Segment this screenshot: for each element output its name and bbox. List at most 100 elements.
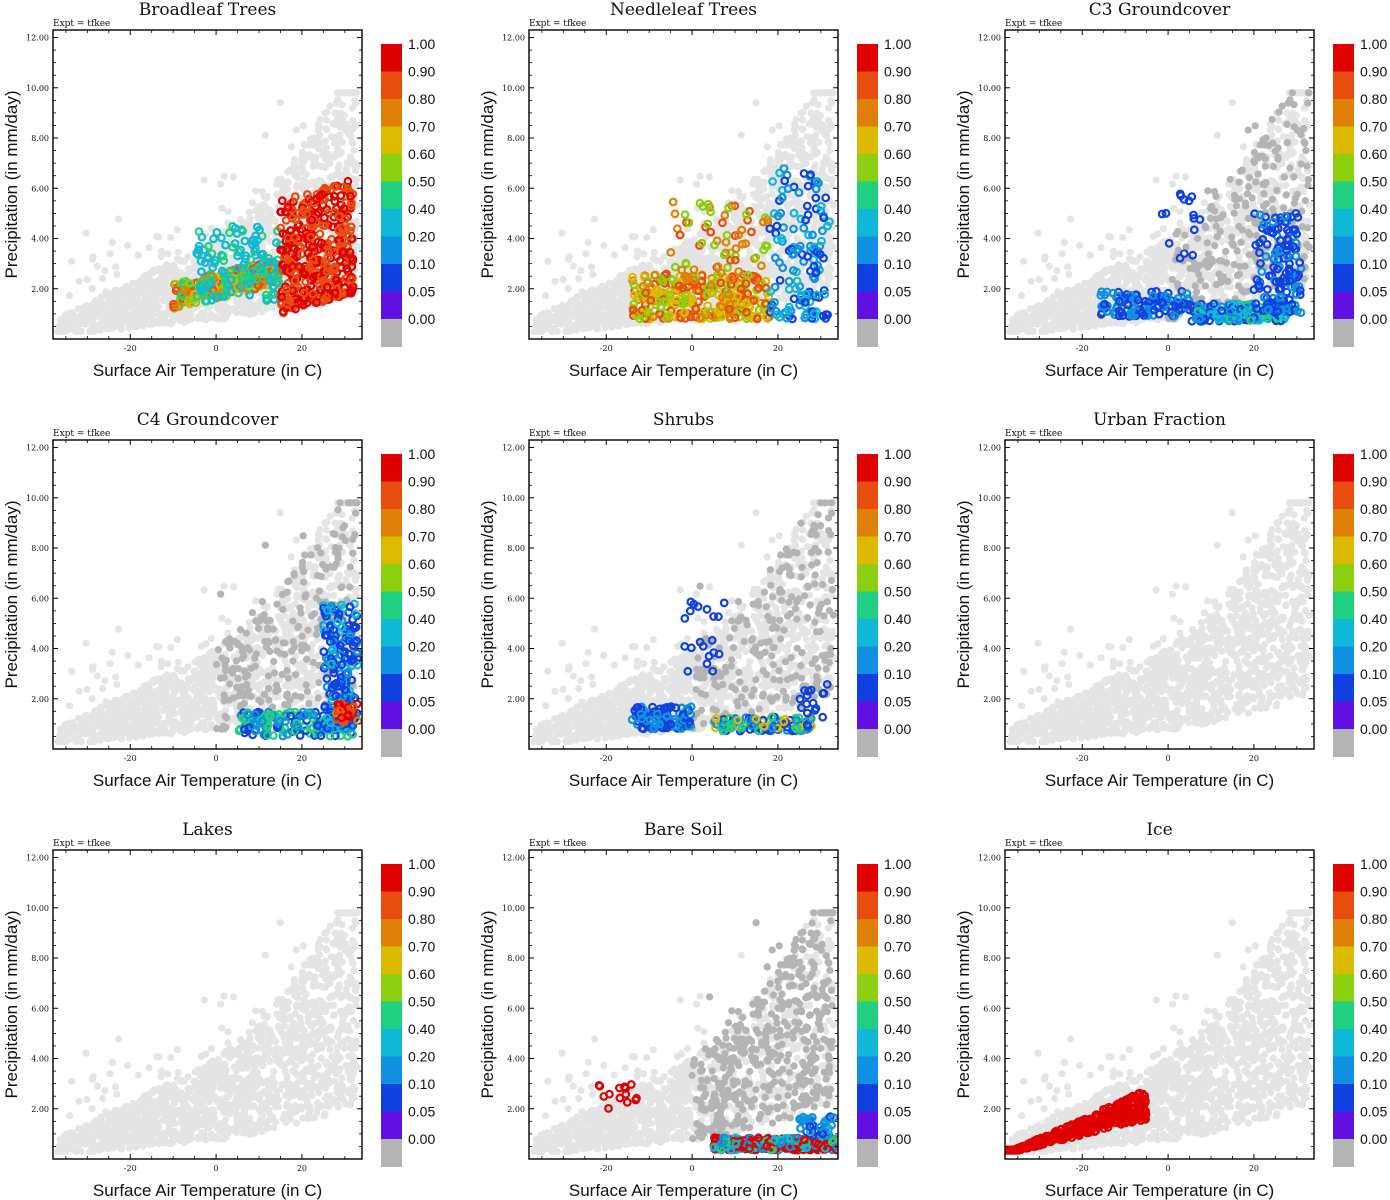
fraction-point [773,235,782,245]
fraction-point [734,267,743,276]
background-point [245,208,253,216]
background-point [826,146,834,154]
fraction-point [731,244,741,254]
colorbar: 1.000.900.800.700.600.500.400.200.100.05… [857,36,911,347]
fraction-point [662,312,672,322]
background-point [70,315,78,323]
fraction-point [346,191,356,201]
background-point [240,304,248,312]
background-point [68,257,76,265]
fraction-point [206,278,216,288]
background-point [137,310,145,318]
colorbar-bin [857,236,878,265]
fraction-point [738,239,747,249]
background-point [321,163,329,171]
background-point [216,307,224,315]
fraction-point [752,314,762,324]
fraction-point [751,253,761,262]
y-tick-label: 2.00 [31,285,49,294]
fraction-point [777,193,787,203]
fraction-point [290,276,300,286]
fraction-point [212,227,222,237]
background-point [335,133,343,141]
background-point [293,164,301,172]
colorbar-label: 0.90 [408,64,435,80]
fraction-point [695,198,705,208]
fraction-point [759,217,768,227]
fraction-point [240,236,250,246]
y-axis-label: Precipitation (in mm/day) [478,90,497,278]
fraction-point [688,294,697,304]
fraction-point [742,307,751,317]
fraction-point [221,240,230,250]
background-point [107,315,115,323]
background-point [292,126,300,134]
fraction-point [799,223,809,233]
background-point [807,109,815,117]
background-point [633,247,642,255]
background-point [810,98,818,106]
fraction-point [286,226,296,235]
fraction-point [789,294,799,304]
background-point [586,309,594,317]
colorbar-label: 0.40 [884,201,911,217]
fraction-point [666,247,676,257]
fraction-point [819,213,829,223]
background-point [819,89,828,97]
fraction-point [344,231,354,241]
fraction-point [297,210,307,219]
background-point [815,119,824,127]
background-point [273,180,281,188]
background-point [1169,180,1177,188]
y-tick-label: 8.00 [31,134,49,143]
fraction-point [819,253,828,263]
background-point [746,247,754,256]
background-point [677,244,685,252]
fraction-point [268,257,278,267]
fraction-point [710,240,719,250]
colorbar-bin [381,71,402,100]
background-point [229,259,237,267]
fraction-point [194,245,204,255]
background-point [218,315,226,323]
fraction-point [308,289,318,299]
fraction-point [290,233,300,243]
background-point [298,153,306,161]
background-point [110,309,118,317]
fraction-point [716,268,726,278]
fraction-point [784,277,794,286]
background-point [605,318,613,326]
fraction-point [678,283,688,293]
background-point [767,261,776,269]
fraction-point [301,223,310,233]
fraction-point [770,282,780,292]
fraction-point [330,196,340,206]
background-point [649,226,657,234]
background-point [827,162,835,170]
fraction-point [288,213,297,223]
background-point [313,141,321,149]
fraction-point [817,236,826,246]
background-point [327,153,335,161]
background-point [335,150,344,158]
fraction-point [315,281,325,290]
colorbar-label: 0.20 [408,229,435,245]
background-point [792,131,800,139]
background-point [583,315,591,323]
fraction-point [276,207,286,217]
background-point [774,153,782,161]
fraction-point [680,307,689,317]
background-point [291,171,299,179]
fraction-point [226,287,236,297]
background-point [568,312,576,320]
background-point [609,296,617,304]
fraction-point [174,302,184,311]
background-point [785,160,794,168]
fraction-point [677,265,687,275]
fraction-point [274,278,283,288]
fraction-point [825,217,834,227]
background-point [164,250,172,258]
background-point [566,327,574,335]
background-point [168,269,176,277]
panel-title: Needleleaf Trees [610,0,757,20]
